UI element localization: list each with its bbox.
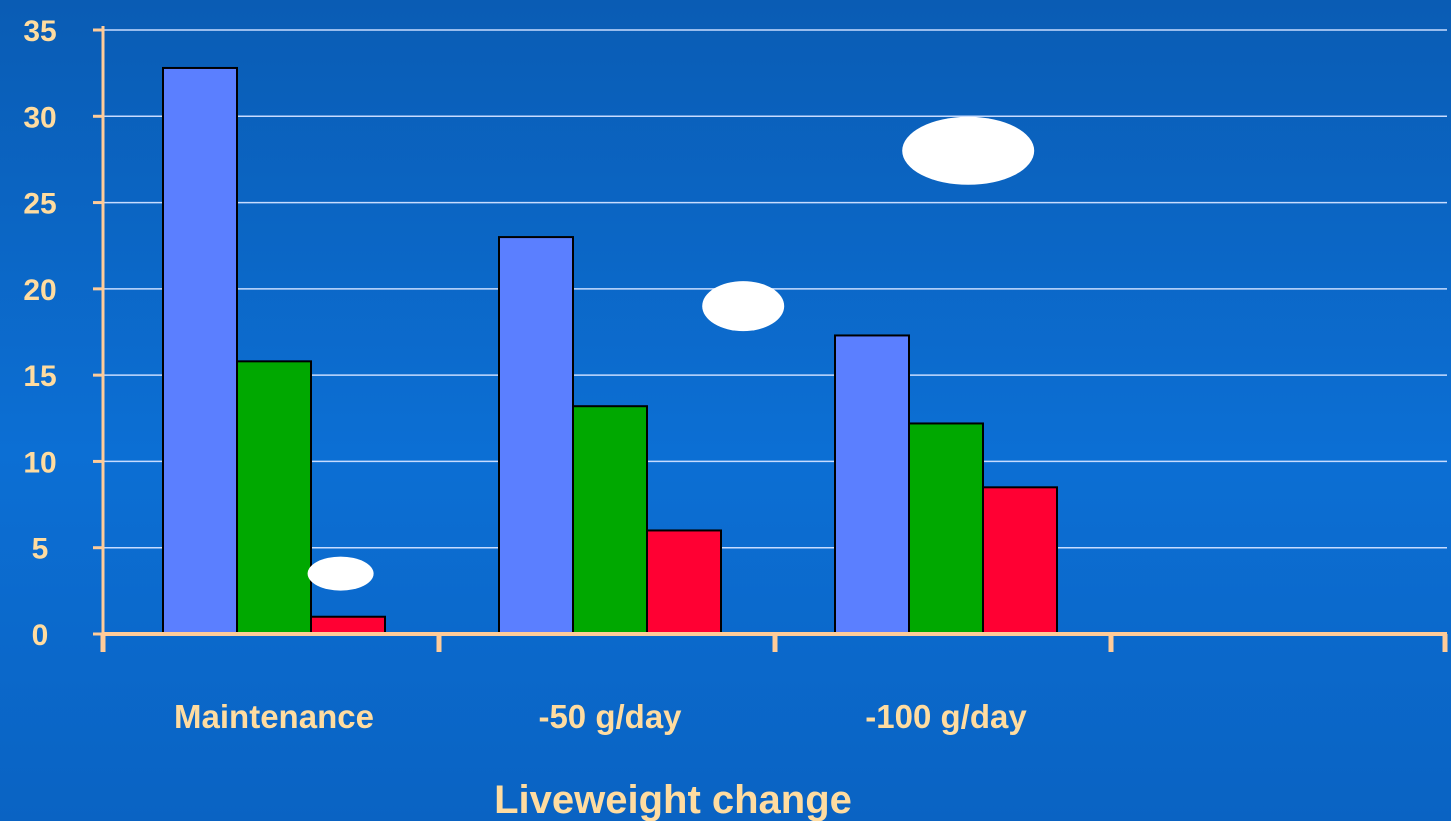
bars — [162, 66, 1058, 636]
callout-50g — [702, 281, 785, 332]
y-tick-label: 35 — [23, 15, 56, 48]
callouts — [307, 116, 1035, 591]
callout-100g — [902, 116, 1035, 185]
callout-maintenance — [307, 556, 374, 591]
y-tick-label: 10 — [23, 446, 56, 479]
bar-Maintenance-series-3 — [310, 615, 386, 636]
bar--100 g/day-series-1 — [834, 334, 910, 635]
y-tick-label: 5 — [32, 533, 49, 566]
bar-Maintenance-series-1 — [162, 66, 238, 636]
y-tick-label: 15 — [23, 360, 56, 393]
bar--100 g/day-series-2 — [908, 422, 984, 635]
y-tick-label: 20 — [23, 274, 56, 307]
gridlines — [103, 29, 1447, 549]
x-tick-label: -100 g/day — [865, 698, 1027, 735]
y-tick-label: 30 — [23, 101, 56, 134]
y-tick-label: 0 — [32, 619, 49, 652]
bar--50 g/day-series-3 — [646, 529, 722, 636]
tick-labels: 0 5 10 15 20 25 30 35 Maintenance -50 g/day -100 g… — [23, 15, 1027, 735]
x-tick-label: Maintenance — [174, 698, 374, 735]
axes — [93, 26, 1448, 652]
x-axis-title: Liveweight change — [494, 778, 852, 821]
bar--100 g/day-series-3 — [982, 486, 1058, 636]
bar--50 g/day-series-1 — [498, 236, 574, 635]
bar--50 g/day-series-2 — [572, 405, 648, 635]
x-tick-label: -50 g/day — [538, 698, 682, 735]
y-tick-label: 25 — [23, 188, 56, 221]
bar-Maintenance-series-2 — [236, 360, 312, 635]
